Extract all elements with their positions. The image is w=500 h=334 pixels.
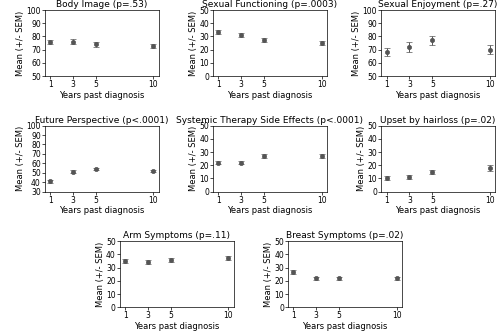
X-axis label: Years past diagnosis: Years past diagnosis (396, 206, 481, 215)
Y-axis label: Mean (+/- SEM): Mean (+/- SEM) (357, 126, 366, 191)
Title: Future Perspective (p<.0001): Future Perspective (p<.0001) (35, 116, 168, 125)
Title: Upset by hairloss (p=.02): Upset by hairloss (p=.02) (380, 116, 496, 125)
X-axis label: Years past diagnosis: Years past diagnosis (228, 206, 312, 215)
Y-axis label: Mean (+/- SEM): Mean (+/- SEM) (189, 126, 198, 191)
X-axis label: Years past diagnosis: Years past diagnosis (134, 322, 220, 331)
X-axis label: Years past diagnosis: Years past diagnosis (59, 91, 144, 100)
X-axis label: Years past diagnosis: Years past diagnosis (302, 322, 388, 331)
Y-axis label: Mean (+/- SEM): Mean (+/- SEM) (16, 10, 25, 76)
Title: Breast Symptoms (p=.02): Breast Symptoms (p=.02) (286, 231, 404, 240)
Title: Systemic Therapy Side Effects (p<.0001): Systemic Therapy Side Effects (p<.0001) (176, 116, 364, 125)
X-axis label: Years past diagnosis: Years past diagnosis (228, 91, 312, 100)
Title: Body Image (p=.53): Body Image (p=.53) (56, 0, 148, 9)
Title: Sexual Functioning (p=.0003): Sexual Functioning (p=.0003) (202, 0, 338, 9)
X-axis label: Years past diagnosis: Years past diagnosis (396, 91, 481, 100)
Title: Sexual Enjoyment (p=.27): Sexual Enjoyment (p=.27) (378, 0, 498, 9)
Y-axis label: Mean (+/- SEM): Mean (+/- SEM) (189, 10, 198, 76)
Y-axis label: Mean (+/- SEM): Mean (+/- SEM) (16, 126, 25, 191)
X-axis label: Years past diagnosis: Years past diagnosis (59, 206, 144, 215)
Y-axis label: Mean (+/- SEM): Mean (+/- SEM) (96, 241, 104, 307)
Y-axis label: Mean (+/- SEM): Mean (+/- SEM) (352, 10, 362, 76)
Y-axis label: Mean (+/- SEM): Mean (+/- SEM) (264, 241, 273, 307)
Title: Arm Symptoms (p=.11): Arm Symptoms (p=.11) (124, 231, 230, 240)
